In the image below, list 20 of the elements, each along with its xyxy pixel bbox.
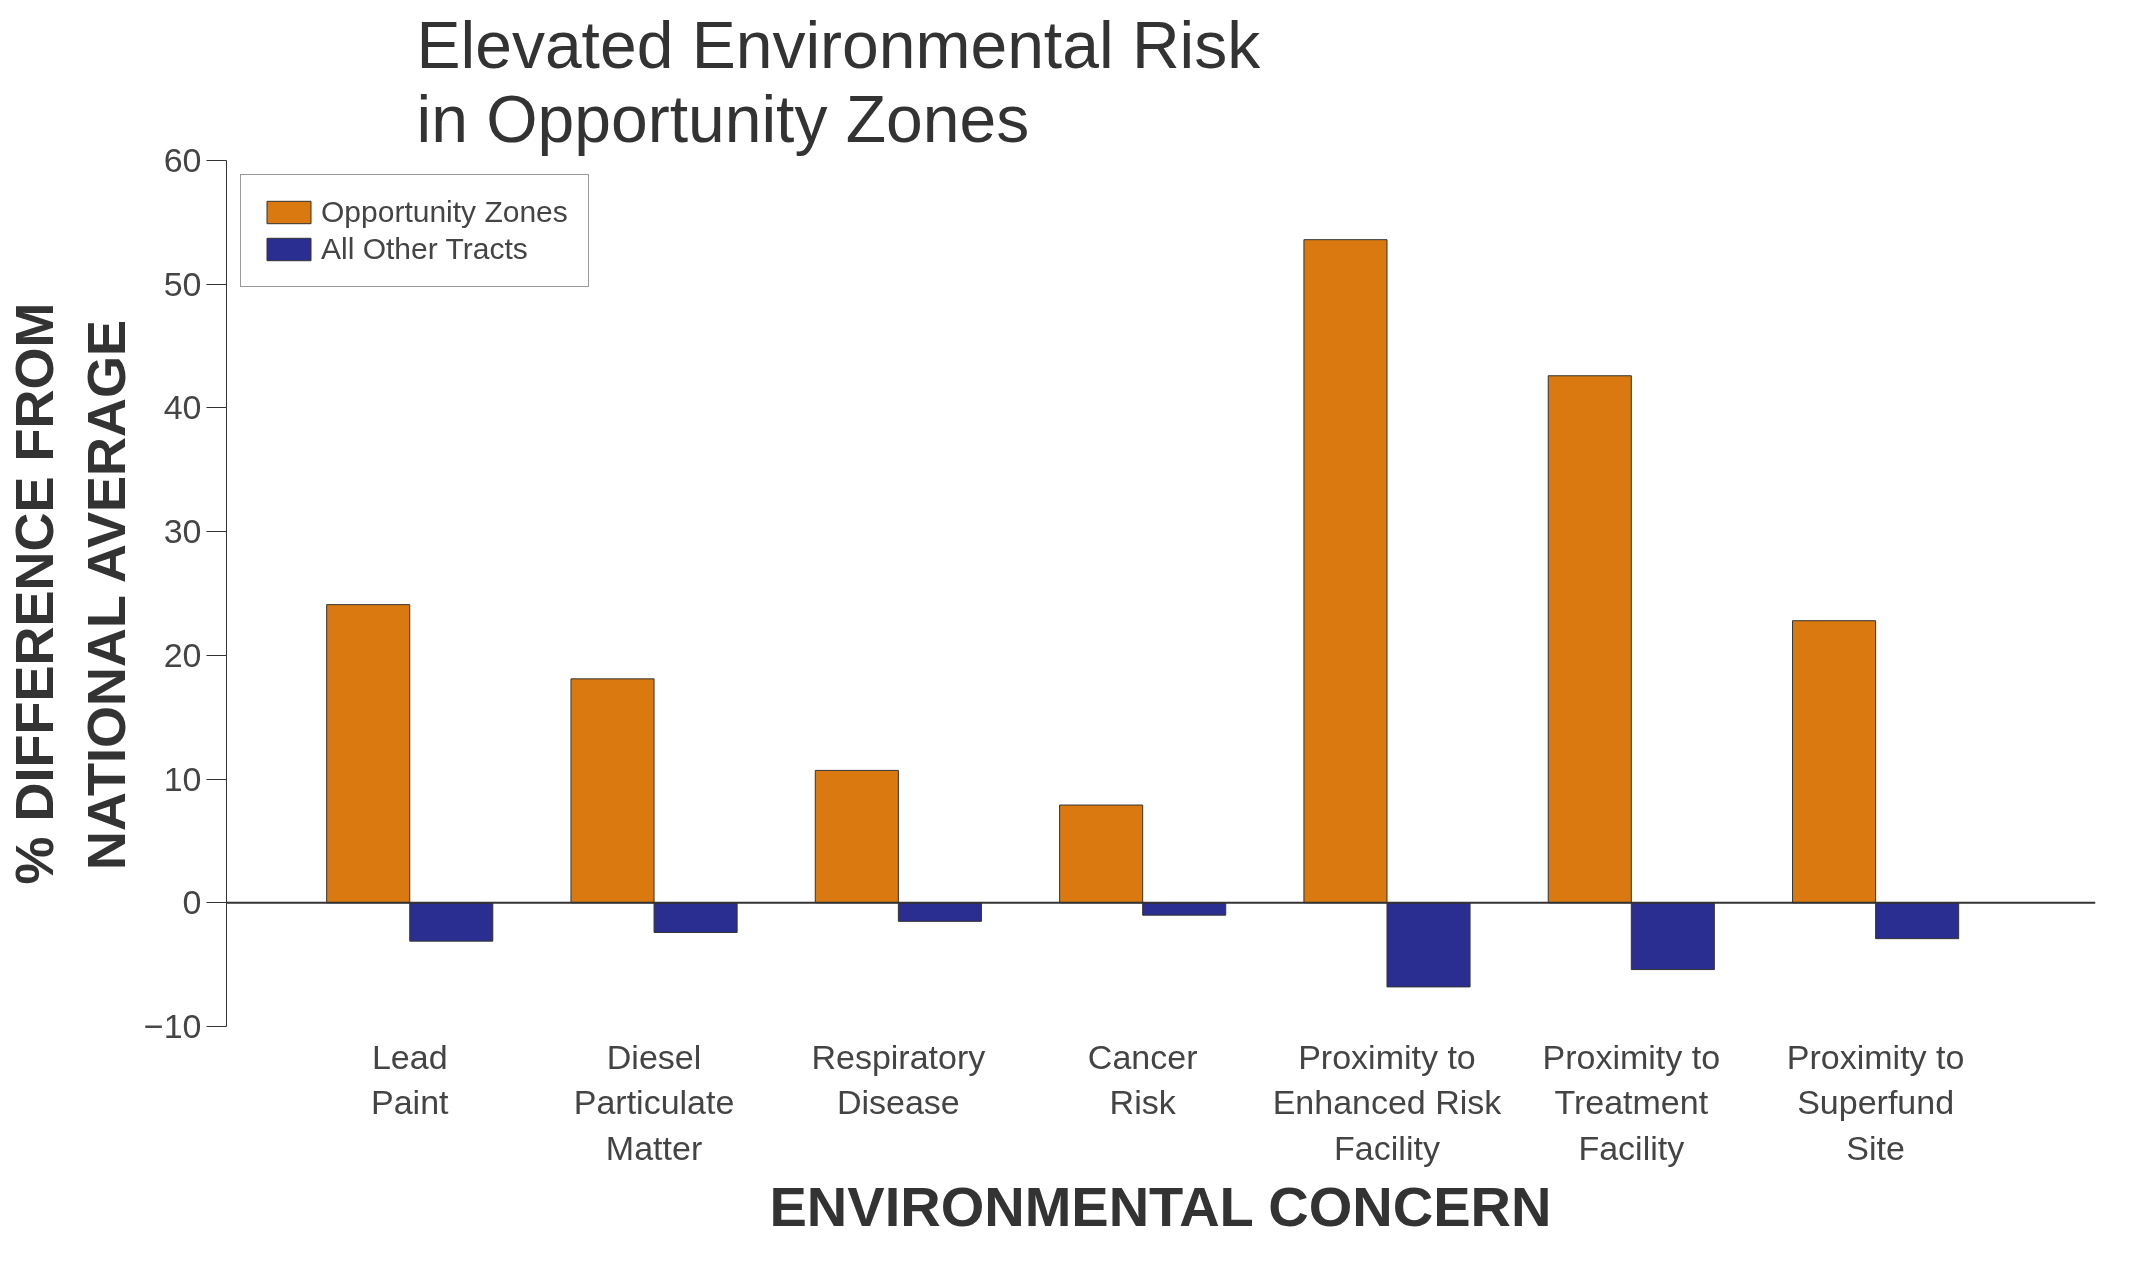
x-tick-label: Proximity to Enhanced Risk Facility xyxy=(1272,1037,1503,1167)
x-tick-label: Cancer Risk xyxy=(1087,1037,1198,1122)
x-tick-label: Proximity to Superfund Site xyxy=(1786,1037,1965,1167)
x-tick-label: Respiratory Disease xyxy=(811,1037,986,1122)
y-tick-label: 10 xyxy=(163,759,202,798)
y-tick-label: 40 xyxy=(163,388,202,427)
chart-title: Elevated Environmental Risk in Opportunity Zones xyxy=(416,7,1262,156)
y-tick-label: 0 xyxy=(182,883,202,922)
y-tick-label: −10 xyxy=(143,1007,202,1045)
legend-label: Opportunity Zones xyxy=(321,195,568,229)
y-tick-label: 30 xyxy=(163,512,202,551)
x-tick-label: Proximity to Treatment Facility xyxy=(1542,1037,1721,1167)
y-tick-label: 60 xyxy=(163,141,202,179)
y-tick-label: 50 xyxy=(163,264,202,303)
legend-label: All Other Tracts xyxy=(321,232,528,266)
y-axis-title: % DIFFERENCE FROM NATIONAL AVERAGE xyxy=(3,302,136,885)
x-axis-title: ENVIRONMENTAL CONCERN xyxy=(769,1174,1552,1238)
y-tick-label: 20 xyxy=(163,635,202,674)
x-tick-label: Diesel Particulate Matter xyxy=(573,1037,735,1167)
x-tick-label: Lead Paint xyxy=(370,1037,450,1122)
